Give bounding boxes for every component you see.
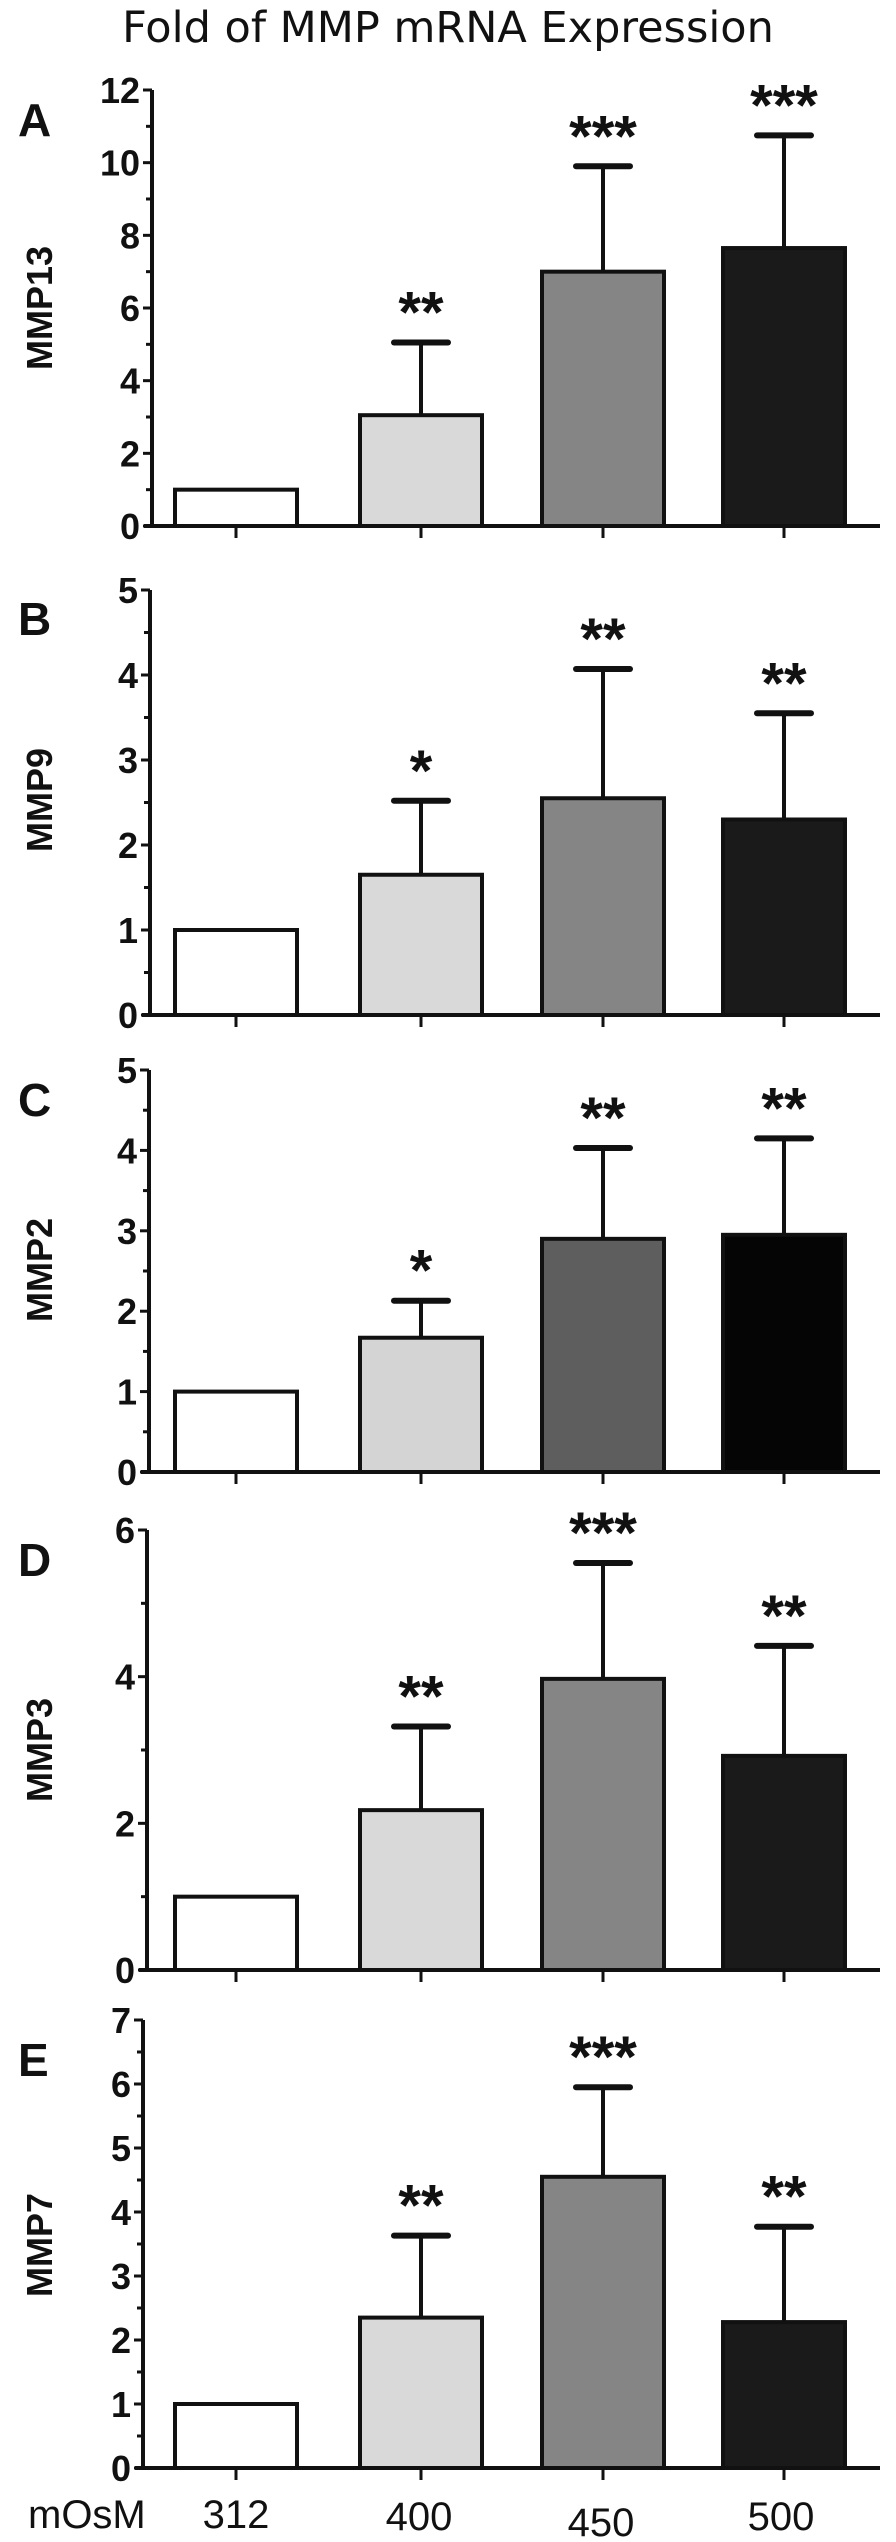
bar-500 xyxy=(721,1232,847,1474)
significance-label: * xyxy=(410,1239,433,1304)
panel-letter: B xyxy=(18,593,51,645)
bar-450 xyxy=(540,269,666,528)
y-tick-label: 0 xyxy=(118,995,138,1036)
significance-label: ** xyxy=(580,607,626,672)
x-axis-labels: mOsM 312 400 450 500 xyxy=(28,2493,814,2542)
bar-312 xyxy=(173,487,299,528)
significance-label: ** xyxy=(398,281,444,346)
y-tick-label: 2 xyxy=(120,433,140,474)
bar-500 xyxy=(721,246,847,529)
y-tick-label: 0 xyxy=(120,506,140,547)
bar-400 xyxy=(358,872,484,1017)
bar-312 xyxy=(173,1389,299,1474)
bar-500 xyxy=(721,817,847,1017)
y-tick-label: 8 xyxy=(120,215,140,256)
y-tick-label: 1 xyxy=(117,1372,137,1413)
y-tick-label: 4 xyxy=(117,1130,137,1171)
significance-label: * xyxy=(410,739,433,804)
significance-label: *** xyxy=(750,73,818,138)
bar-450 xyxy=(540,1676,666,1973)
bar-312 xyxy=(173,2402,299,2470)
x-axis-title: mOsM xyxy=(28,2493,146,2537)
bar-400 xyxy=(358,2315,484,2471)
significance-label: ** xyxy=(398,2174,444,2239)
significance-label: ** xyxy=(398,1665,444,1730)
bar-312 xyxy=(173,1894,299,1972)
y-tick-label: 10 xyxy=(100,143,140,184)
y-tick-label: 3 xyxy=(111,2256,131,2297)
x-tick-label-312: 312 xyxy=(203,2493,270,2537)
significance-label: *** xyxy=(569,2025,637,2090)
x-tick-label-500: 500 xyxy=(748,2495,815,2539)
panel-letter: A xyxy=(18,94,51,146)
x-tick-label-400: 400 xyxy=(386,2495,453,2539)
y-tick-label: 6 xyxy=(111,2064,131,2105)
significance-label: *** xyxy=(569,1501,637,1566)
y-tick-label: 5 xyxy=(111,2128,131,2169)
y-tick-label: 5 xyxy=(117,1050,137,1091)
y-tick-label: 6 xyxy=(120,288,140,329)
panel-letter: E xyxy=(18,2034,49,2086)
y-tick-label: 2 xyxy=(115,1803,135,1844)
bar-500 xyxy=(721,1753,847,1973)
bar-450 xyxy=(540,796,666,1017)
significance-label: *** xyxy=(569,104,637,169)
significance-label: ** xyxy=(580,1086,626,1151)
y-axis-label: MMP9 xyxy=(19,748,60,852)
bar-400 xyxy=(358,1335,484,1475)
y-axis-label: MMP13 xyxy=(19,246,60,370)
y-tick-label: 2 xyxy=(118,825,138,866)
x-tick-label-450: 450 xyxy=(568,2501,635,2542)
y-tick-label: 3 xyxy=(117,1211,137,1252)
y-tick-label: 7 xyxy=(111,2000,131,2041)
significance-label: ** xyxy=(761,1076,807,1141)
y-axis-label: MMP3 xyxy=(19,1698,60,1802)
y-tick-label: 12 xyxy=(100,70,140,111)
bar-312 xyxy=(173,928,299,1017)
y-tick-label: 2 xyxy=(111,2320,131,2361)
y-tick-label: 0 xyxy=(117,1452,137,1493)
y-axis-label: MMP2 xyxy=(19,1218,60,1322)
y-tick-label: 1 xyxy=(111,2384,131,2425)
y-tick-label: 4 xyxy=(120,361,140,402)
significance-label: ** xyxy=(761,651,807,716)
panel-letter: D xyxy=(18,1534,51,1586)
y-tick-label: 4 xyxy=(111,2192,131,2233)
y-tick-label: 0 xyxy=(111,2448,131,2489)
y-tick-label: 6 xyxy=(115,1510,135,1551)
y-tick-label: 5 xyxy=(118,570,138,611)
significance-label: ** xyxy=(761,1584,807,1649)
panel-letter: C xyxy=(18,1074,51,1126)
y-tick-label: 4 xyxy=(115,1657,135,1698)
y-tick-label: 4 xyxy=(118,655,138,696)
bar-400 xyxy=(358,413,484,528)
y-tick-label: 3 xyxy=(118,740,138,781)
y-tick-label: 0 xyxy=(115,1950,135,1991)
significance-label: ** xyxy=(761,2165,807,2230)
bar-450 xyxy=(540,2174,666,2471)
y-tick-label: 1 xyxy=(118,910,138,951)
figure-title: Fold of MMP mRNA Expression xyxy=(122,3,774,53)
y-axis-label: MMP7 xyxy=(19,2193,60,2297)
y-tick-label: 2 xyxy=(117,1291,137,1332)
bar-500 xyxy=(721,2320,847,2471)
bar-400 xyxy=(358,1808,484,1972)
bar-450 xyxy=(540,1236,666,1474)
